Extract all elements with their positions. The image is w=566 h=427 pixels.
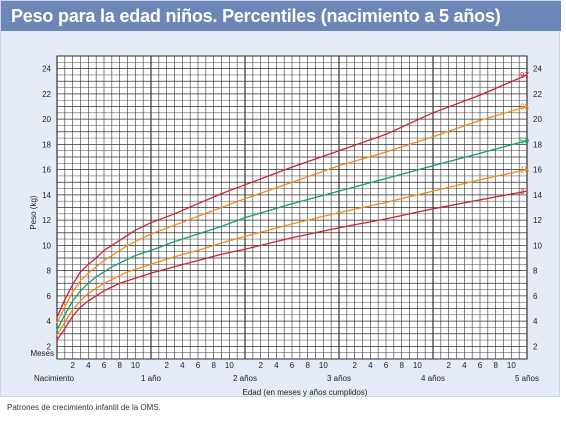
x-tick-label-month: 2 (446, 361, 451, 370)
percentile-label-50: 50 (520, 137, 529, 146)
percentile-label-85: 85 (520, 103, 529, 112)
x-tick-label-month: 2 (70, 361, 75, 370)
x-tick-label-month: 2 (352, 361, 357, 370)
x-tick-label-month: 8 (493, 361, 498, 370)
y-tick-label-right: 22 (533, 90, 542, 99)
axis-labels: Meses Nacimiento 1 año 2 años 3 años 4 años 5 … (29, 195, 539, 397)
x-tick-label-month: 4 (368, 361, 373, 370)
percentile-line-97 (56, 74, 528, 318)
x-tick-label-month: 2 (258, 361, 263, 370)
y-tick-label-right: 4 (533, 317, 538, 326)
y-tick-label-left: 6 (47, 292, 52, 301)
chart-title: Peso para la edad niños. Percentiles (na… (1, 1, 561, 31)
grid (56, 55, 528, 360)
y-tick-label-right: 6 (533, 292, 538, 301)
y-tick-label-right: 10 (533, 241, 542, 250)
y-tick-label-left: 20 (42, 115, 51, 124)
y-tick-label-left: 24 (42, 65, 51, 74)
x-tick-label-month: 4 (180, 361, 185, 370)
percentile-line-50 (56, 139, 528, 331)
x-tick-label-month: 8 (399, 361, 404, 370)
y-axis-title: Peso (kg) (29, 195, 38, 230)
y-tick-label-left: 16 (42, 166, 51, 175)
percentile-line-15 (56, 168, 528, 336)
y-tick-label-left: 4 (47, 317, 52, 326)
x-tick-label-month: 8 (117, 361, 122, 370)
x-tick-label-month: 10 (507, 361, 516, 370)
y-tick-label-right: 20 (533, 115, 542, 124)
y-tick-label-right: 16 (533, 166, 542, 175)
y-tick-label-right: 2 (533, 342, 538, 351)
x-tick-label-month: 10 (319, 361, 328, 370)
x-tick-label-month: 10 (413, 361, 422, 370)
source-caption: Patrones de crecimiento infantil de la O… (7, 403, 161, 412)
y-tick-label-right: 8 (533, 267, 538, 276)
x-tick-label-month: 4 (274, 361, 279, 370)
y-tick-label-left: 22 (42, 90, 51, 99)
x-tick-label-month: 8 (211, 361, 216, 370)
x-tick-label-month: 6 (478, 361, 483, 370)
y-tick-label-left: 10 (42, 241, 51, 250)
x-tick-label-month: 2 (164, 361, 169, 370)
percentile-line-85 (56, 105, 528, 324)
x-tick-label-month: 4 (462, 361, 467, 370)
x-unit-label: Meses (30, 349, 54, 358)
x-tick-label-month: 6 (384, 361, 389, 370)
x-year-label: Nacimiento (34, 374, 75, 383)
y-tick-label-left: 12 (42, 216, 51, 225)
percentile-lines: 97 85 50 15 3 (56, 71, 529, 341)
x-year-label: 2 años (233, 374, 257, 383)
x-tick-label-month: 4 (86, 361, 91, 370)
y-tick-label-left: 2 (47, 342, 52, 351)
y-tick-label-right: 18 (533, 140, 542, 149)
percentile-label-15: 15 (520, 166, 529, 175)
y-tick-label-right: 14 (533, 191, 542, 200)
x-tick-label-month: 6 (102, 361, 107, 370)
percentile-line-3 (56, 190, 528, 341)
x-tick-label-month: 8 (305, 361, 310, 370)
x-axis-title: Edad (en meses y años cumplidos) (243, 388, 368, 397)
x-tick-label-month: 6 (196, 361, 201, 370)
y-tick-label-right: 12 (533, 216, 542, 225)
y-tick-label-left: 18 (42, 140, 51, 149)
y-tick-label-right: 24 (533, 65, 542, 74)
y-tick-label-left: 8 (47, 267, 52, 276)
y-tick-label-left: 14 (42, 191, 51, 200)
x-tick-label-month: 10 (225, 361, 234, 370)
x-year-label: 5 años (515, 374, 539, 383)
x-year-label: 3 años (327, 374, 351, 383)
x-year-label: 1 año (141, 374, 162, 383)
x-year-label: 4 años (421, 374, 445, 383)
x-tick-label-month: 6 (290, 361, 295, 370)
percentile-label-97: 97 (520, 71, 529, 80)
percentile-label-3: 3 (520, 187, 525, 196)
x-tick-label-month: 10 (131, 361, 140, 370)
